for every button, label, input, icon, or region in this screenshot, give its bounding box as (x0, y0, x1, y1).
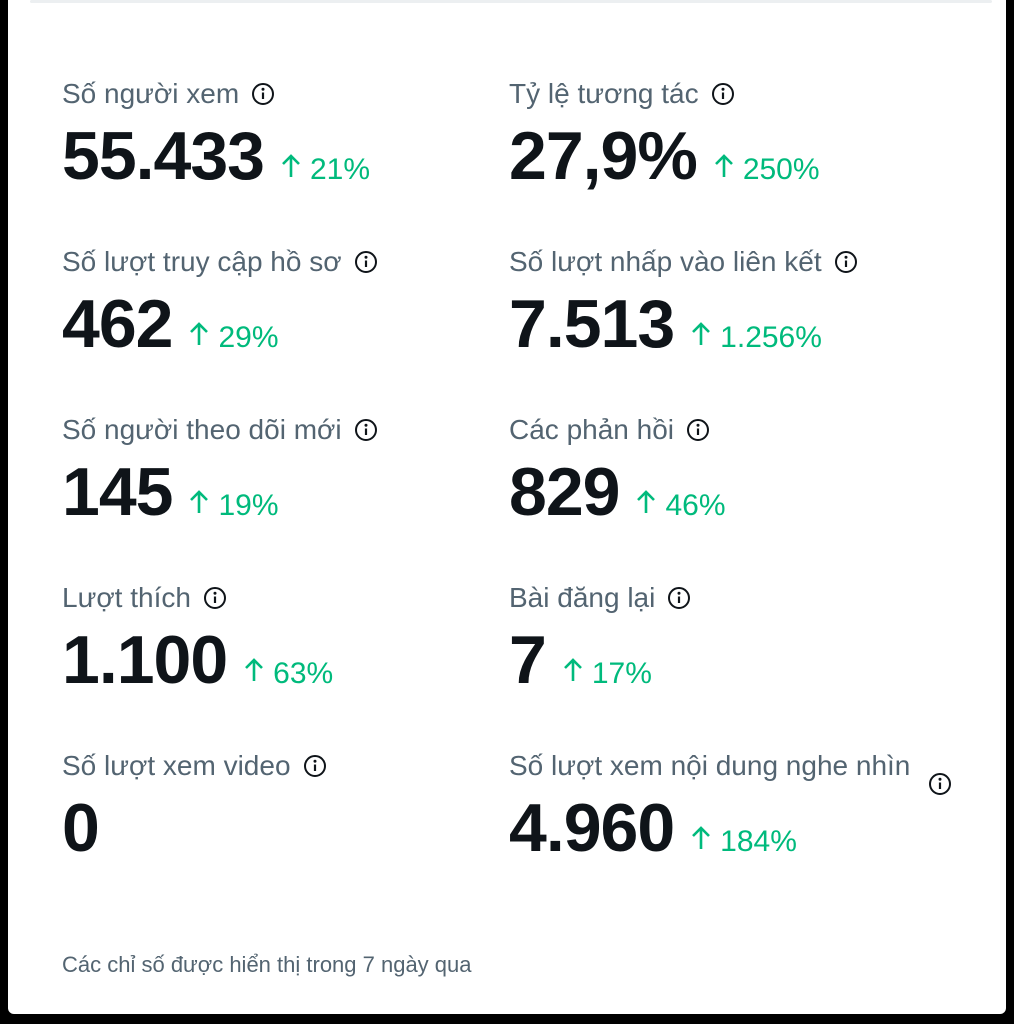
info-circle-icon[interactable] (354, 418, 378, 442)
metric-change: 46% (635, 488, 726, 524)
info-circle-icon[interactable] (667, 586, 691, 610)
metric-engagement-rate-value-row: 27,9% 250% (509, 114, 820, 198)
metric-change-value: 17% (591, 657, 652, 690)
metric-reposts: Bài đăng lại 7 17% (509, 580, 691, 702)
arrow-up-icon (562, 657, 584, 683)
metric-label: Tỷ lệ tương tác (509, 78, 699, 109)
metric-media-views: Số lượt xem nội dung nghe nhìn 4.960 184… (509, 748, 929, 870)
metric-label: Số người theo dõi mới (62, 414, 342, 445)
metric-change: 19% (188, 488, 279, 524)
metric-change-value: 63% (273, 657, 334, 690)
metric-value: 462 (62, 286, 173, 362)
metric-label: Số lượt xem video (62, 750, 291, 781)
metric-profile-visits-value-row: 462 29% (62, 282, 378, 366)
metric-viewers-label-row: Số người xem (62, 76, 370, 112)
metric-label: Lượt thích (62, 582, 191, 613)
metric-change-value: 1.256% (720, 321, 822, 354)
arrow-up-icon (635, 489, 657, 515)
metric-new-followers: Số người theo dõi mới 145 19% (62, 412, 378, 534)
metric-label: Các phản hồi (509, 414, 675, 445)
arrow-up-icon (280, 153, 302, 179)
metric-change: 29% (188, 320, 279, 356)
arrow-up-icon (188, 489, 210, 515)
metric-video-views-label-row: Số lượt xem video (62, 748, 327, 784)
metric-replies-label-row: Các phản hồi (509, 412, 726, 448)
metric-new-followers-label-row: Số người theo dõi mới (62, 412, 378, 448)
metric-video-views-value-row: 0 (62, 786, 327, 870)
info-circle-icon[interactable] (686, 418, 710, 442)
metric-link-clicks: Số lượt nhấp vào liên kết 7.513 1.256% (509, 244, 858, 366)
metric-replies: Các phản hồi 829 46% (509, 412, 726, 534)
metric-value: 27,9% (509, 118, 698, 194)
top-divider (30, 0, 992, 3)
metric-label: Số lượt truy cập hồ sơ (62, 246, 342, 277)
metric-video-views: Số lượt xem video 0 (62, 748, 327, 870)
metric-replies-value-row: 829 46% (509, 450, 726, 534)
info-circle-icon[interactable] (251, 82, 275, 106)
metric-reposts-value-row: 7 17% (509, 618, 691, 702)
metric-change-value: 184% (720, 825, 797, 858)
metric-engagement-rate: Tỷ lệ tương tác 27,9% 250% (509, 76, 820, 198)
metric-likes-value-row: 1.100 63% (62, 618, 333, 702)
metric-likes: Lượt thích 1.100 63% (62, 580, 333, 702)
arrow-up-icon (188, 321, 210, 347)
metric-value: 0 (62, 790, 100, 866)
metric-viewers-value-row: 55.433 21% (62, 114, 370, 198)
metric-reposts-label-row: Bài đăng lại (509, 580, 691, 616)
info-circle-icon[interactable] (928, 772, 952, 796)
info-circle-icon[interactable] (354, 250, 378, 274)
metric-new-followers-value-row: 145 19% (62, 450, 378, 534)
metric-link-clicks-label-row: Số lượt nhấp vào liên kết (509, 244, 858, 280)
metric-engagement-rate-label-row: Tỷ lệ tương tác (509, 76, 820, 112)
metric-value: 55.433 (62, 118, 265, 194)
metric-profile-visits-label-row: Số lượt truy cập hồ sơ (62, 244, 378, 280)
arrow-up-icon (690, 321, 712, 347)
info-circle-icon[interactable] (303, 754, 327, 778)
metric-change: 184% (690, 824, 797, 860)
metric-change: 17% (562, 656, 652, 692)
metric-value: 1.100 (62, 622, 228, 698)
metric-change-value: 46% (665, 489, 726, 522)
metric-value: 7 (509, 622, 547, 698)
metric-value: 829 (509, 454, 620, 530)
footnote: Các chỉ số được hiển thị trong 7 ngày qu… (62, 952, 472, 977)
metric-change: 250% (713, 152, 820, 188)
metric-change: 1.256% (690, 320, 822, 356)
metric-link-clicks-value-row: 7.513 1.256% (509, 282, 858, 366)
arrow-up-icon (690, 825, 712, 851)
metric-label: Số người xem (62, 78, 240, 109)
metric-value: 145 (62, 454, 173, 530)
info-circle-icon[interactable] (834, 250, 858, 274)
metric-viewers: Số người xem 55.433 21% (62, 76, 370, 198)
metric-media-views-value-row: 4.960 184% (509, 786, 929, 870)
metric-profile-visits: Số lượt truy cập hồ sơ 462 29% (62, 244, 378, 366)
metric-change-value: 250% (742, 153, 820, 186)
arrow-up-icon (243, 657, 265, 683)
metric-likes-label-row: Lượt thích (62, 580, 333, 616)
metric-label: Số lượt nhấp vào liên kết (509, 246, 822, 277)
metric-label: Bài đăng lại (509, 582, 656, 613)
metric-value: 7.513 (509, 286, 675, 362)
info-circle-icon[interactable] (203, 586, 227, 610)
metric-label: Số lượt xem nội dung nghe nhìn (509, 750, 911, 781)
metric-change-value: 21% (309, 153, 371, 186)
metric-change-value: 29% (218, 321, 279, 354)
analytics-panel: Số người xem 55.433 21% Tỷ lệ tương tác … (8, 0, 1006, 1014)
info-circle-icon[interactable] (711, 82, 735, 106)
metric-change-value: 19% (218, 489, 279, 522)
metric-change: 63% (243, 656, 333, 692)
metric-value: 4.960 (509, 790, 675, 866)
arrow-up-icon (713, 153, 735, 179)
metric-change: 21% (280, 152, 370, 188)
